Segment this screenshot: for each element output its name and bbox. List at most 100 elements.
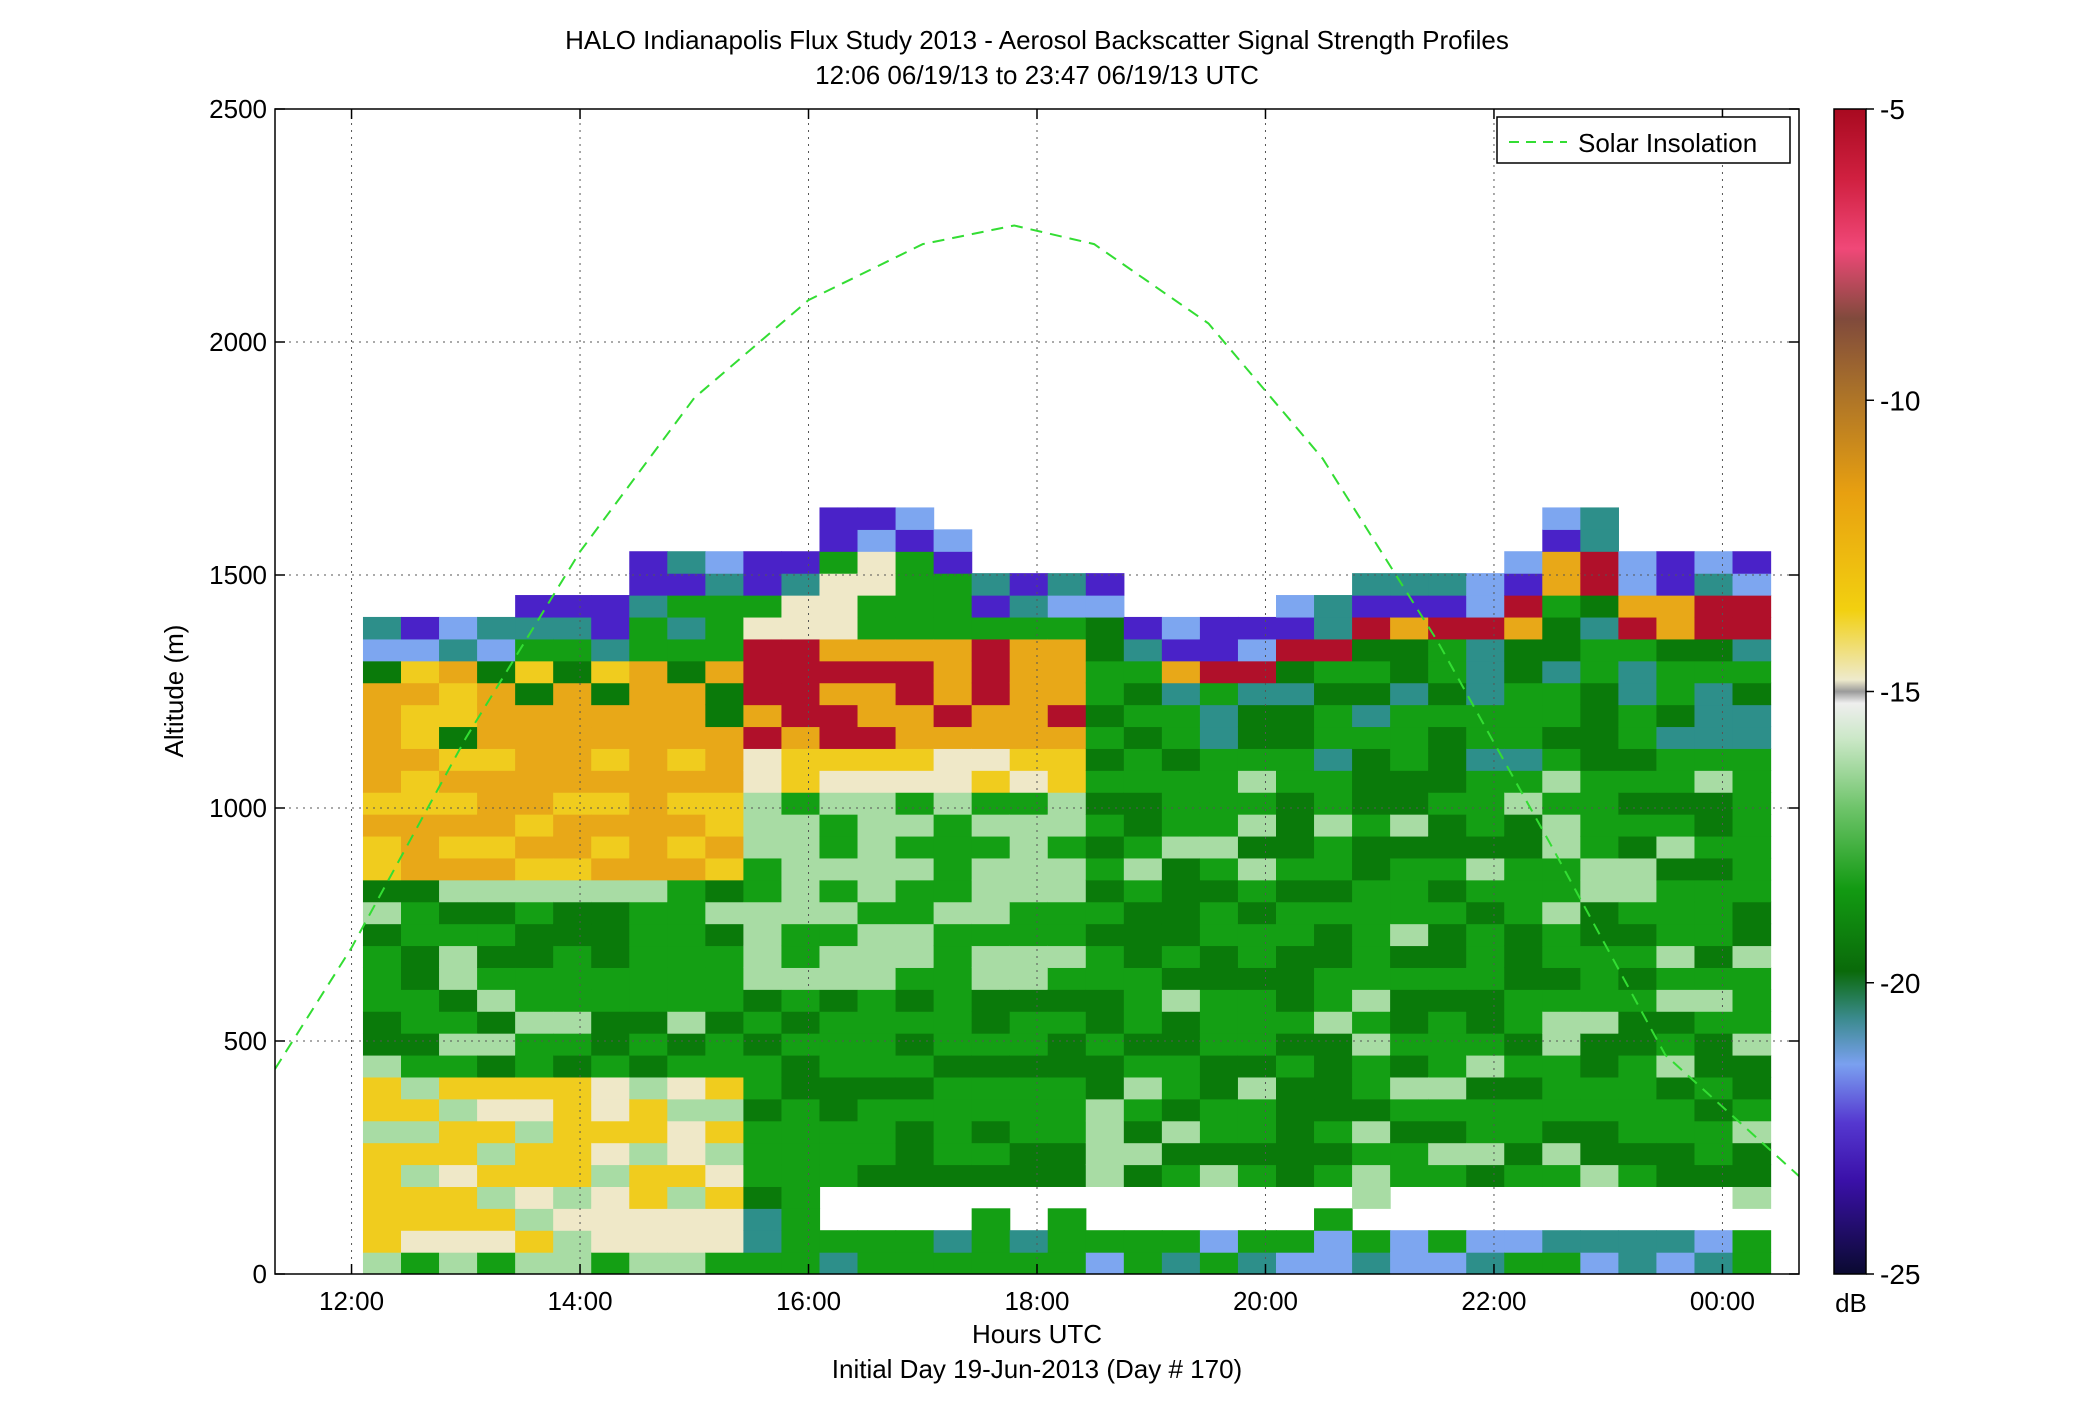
heatmap-cell	[1656, 660, 1696, 684]
heatmap-cell	[477, 1252, 516, 1274]
heatmap-cell	[819, 748, 859, 771]
heatmap-cell	[1466, 1054, 1505, 1078]
heatmap-cell	[781, 857, 821, 881]
heatmap-cell	[553, 923, 592, 947]
heatmap-cell	[1123, 1252, 1163, 1274]
heatmap-cell	[1123, 1098, 1163, 1122]
heatmap-cell	[1123, 879, 1163, 903]
heatmap-cell	[362, 682, 402, 706]
heatmap-cell	[629, 770, 668, 793]
heatmap-cell	[515, 967, 554, 990]
heatmap-cell	[1085, 1120, 1125, 1144]
heatmap-cell	[1085, 595, 1125, 618]
heatmap-cell	[515, 1033, 554, 1056]
heatmap-cell	[1161, 923, 1201, 947]
heatmap-cell	[857, 792, 897, 815]
heatmap-cell	[667, 967, 706, 990]
heatmap-cell	[591, 1230, 630, 1253]
heatmap-cell	[477, 1076, 516, 1100]
heatmap-cell	[553, 1208, 592, 1231]
heatmap-cell	[1580, 857, 1619, 881]
heatmap-cell	[1618, 901, 1658, 925]
heatmap-cell	[1161, 660, 1201, 684]
chart-subtitle: 12:06 06/19/13 to 23:47 06/19/13 UTC	[815, 60, 1259, 90]
heatmap-cell	[477, 857, 516, 881]
heatmap-cell	[553, 989, 592, 1012]
heatmap-cell	[1732, 1011, 1772, 1034]
heatmap-cell	[1732, 1054, 1772, 1078]
heatmap-cell	[971, 879, 1011, 903]
heatmap-cell	[971, 901, 1011, 925]
heatmap-cell	[591, 616, 630, 640]
heatmap-cell	[629, 989, 668, 1012]
y-tick-label: 500	[224, 1026, 267, 1056]
heatmap-cell	[1580, 1120, 1619, 1144]
heatmap-cell	[1428, 748, 1467, 771]
heatmap-cell	[1542, 1054, 1581, 1078]
y-axis-label: Altitude (m)	[159, 625, 189, 758]
heatmap-cell	[553, 901, 592, 925]
heatmap-cell	[439, 1076, 478, 1100]
heatmap-cell	[1352, 989, 1391, 1012]
heatmap-cell	[1504, 595, 1543, 618]
heatmap-cell	[857, 814, 897, 837]
heatmap-cell	[1542, 595, 1581, 618]
heatmap-cell	[1466, 989, 1505, 1012]
heatmap-cell	[1199, 879, 1239, 903]
heatmap-cell	[1618, 726, 1658, 749]
heatmap-cell	[895, 573, 935, 596]
heatmap-cell	[1276, 857, 1315, 881]
heatmap-cell	[591, 1033, 630, 1056]
heatmap-cell	[1428, 660, 1467, 684]
heatmap-cell	[971, 1208, 1011, 1231]
heatmap-cell	[629, 1011, 668, 1034]
heatmap-cell	[1428, 792, 1467, 815]
heatmap-cell	[971, 704, 1011, 728]
heatmap-cell	[1314, 770, 1353, 793]
heatmap-cell	[1237, 1120, 1277, 1144]
heatmap-cell	[553, 1076, 592, 1100]
heatmap-cell	[1047, 682, 1087, 706]
heatmap-cell	[781, 814, 821, 837]
heatmap-cell	[1009, 1164, 1049, 1187]
x-tick-label: 18:00	[1004, 1286, 1069, 1316]
heatmap-cell	[1466, 1120, 1505, 1144]
heatmap-cell	[362, 989, 402, 1012]
heatmap-cell	[971, 616, 1011, 640]
heatmap-cell	[629, 879, 668, 903]
heatmap-cell	[1618, 1230, 1658, 1253]
heatmap-cell	[1009, 660, 1049, 684]
heatmap-cell	[743, 704, 783, 728]
heatmap-cell	[362, 835, 402, 859]
heatmap-cell	[895, 879, 935, 903]
heatmap-cell	[477, 989, 516, 1012]
heatmap-cell	[439, 1252, 478, 1274]
heatmap-cell	[1694, 792, 1734, 815]
heatmap-cell	[1199, 682, 1239, 706]
heatmap-cell	[553, 1011, 592, 1034]
heatmap-cell	[895, 967, 935, 990]
heatmap-cell	[1047, 967, 1087, 990]
heatmap-cell	[667, 879, 706, 903]
heatmap-cell	[1580, 1252, 1619, 1274]
heatmap-cell	[819, 726, 859, 749]
heatmap-cell	[1123, 835, 1163, 859]
heatmap-cell	[743, 879, 783, 903]
heatmap-cell	[1656, 595, 1696, 618]
heatmap-cell	[515, 660, 554, 684]
heatmap-cell	[1618, 945, 1658, 968]
heatmap-cell	[1047, 1120, 1087, 1144]
heatmap-cell	[933, 726, 973, 749]
heatmap-cell	[1694, 595, 1734, 618]
heatmap-cell	[1694, 726, 1734, 749]
heatmap-cell	[1428, 1033, 1467, 1056]
heatmap-cell	[1009, 704, 1049, 728]
heatmap-cell	[1580, 945, 1619, 968]
heatmap-cell	[1352, 1186, 1391, 1209]
heatmap-cell	[1085, 901, 1125, 925]
heatmap-cell	[1428, 1142, 1467, 1166]
heatmap-cell	[705, 638, 744, 662]
heatmap-cell	[1237, 923, 1277, 947]
heatmap-cell	[401, 638, 440, 662]
heatmap-cell	[1237, 1098, 1277, 1122]
